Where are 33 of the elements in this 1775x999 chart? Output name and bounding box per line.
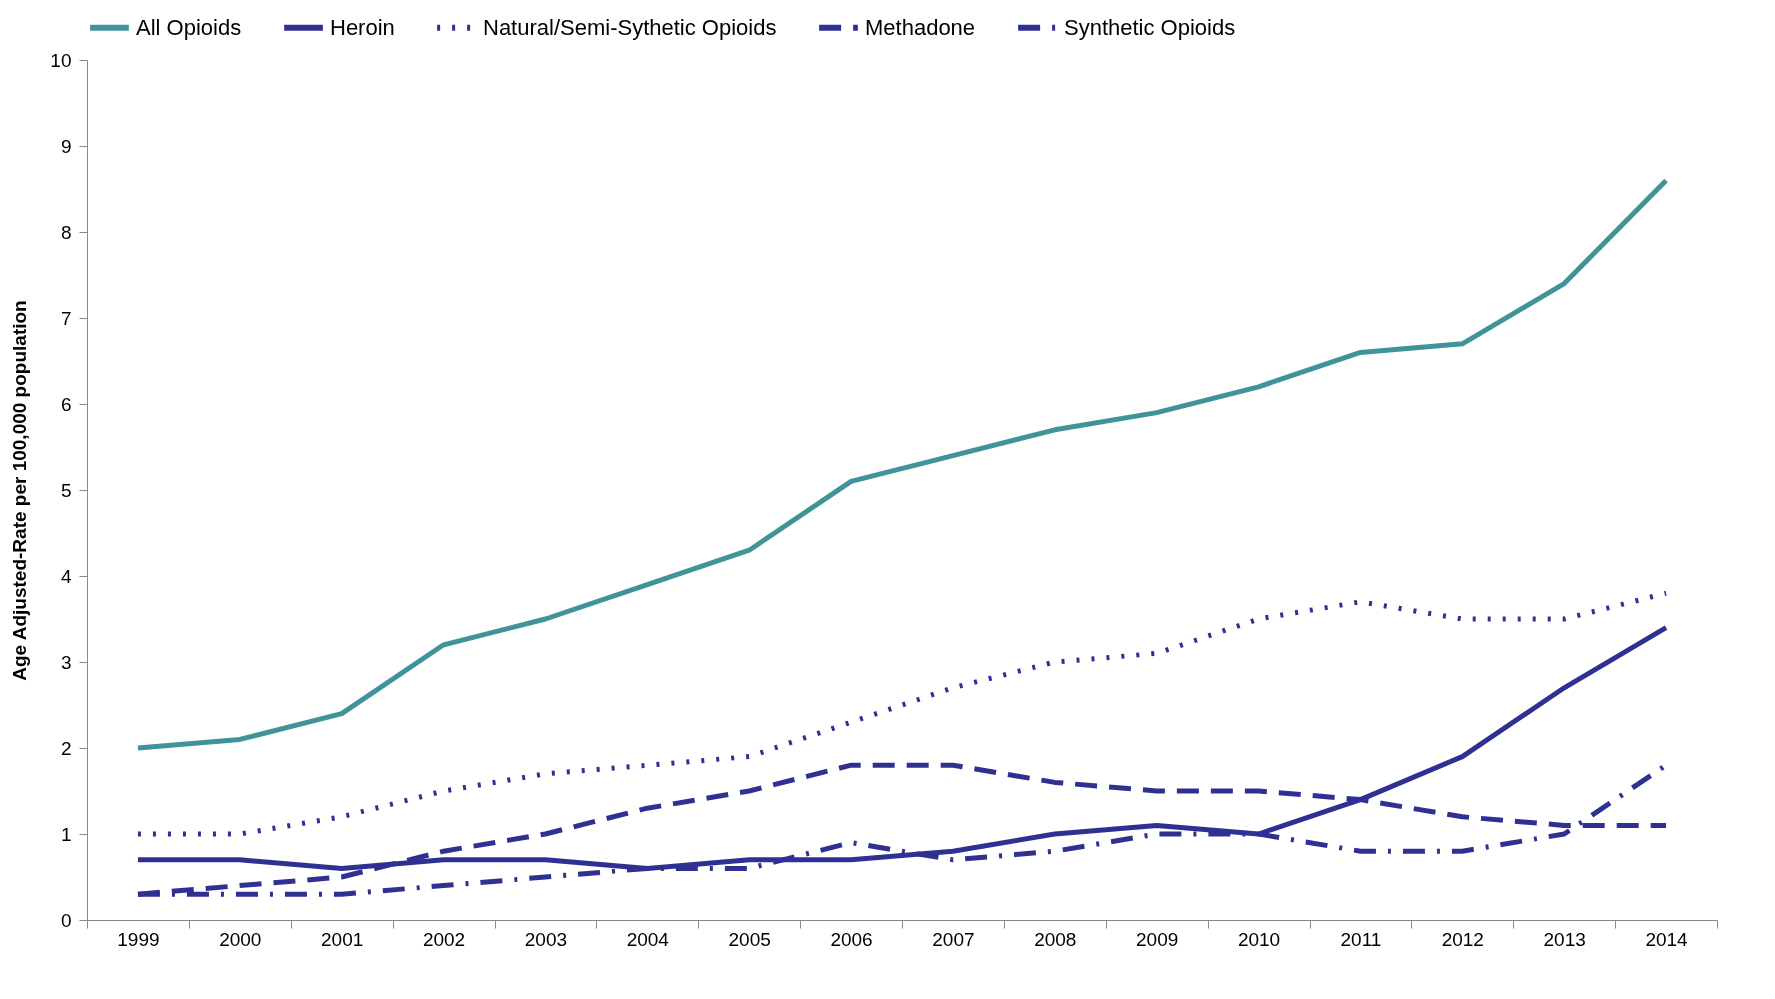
y-tick-label: 10 [50,49,72,71]
y-tick-label: 8 [60,221,72,243]
y-tick-label: 5 [60,479,72,501]
y-tick-label: 7 [60,307,72,329]
x-tick-label: 2011 [1340,928,1382,950]
x-tick-label: 2009 [1136,928,1179,950]
legend-label: Methadone [865,14,976,40]
x-tick-label: 2013 [1543,928,1586,950]
x-tick-label: 2005 [728,928,771,950]
x-tick-label: 2007 [932,928,975,950]
x-tick-label: 2003 [524,928,568,950]
y-tick-label: 6 [60,393,72,415]
legend-label: Synthetic Opioids [1064,14,1236,40]
legend-label: All Opioids [136,14,242,40]
y-tick-label: 1 [60,823,72,845]
y-tick-label: 4 [60,565,72,587]
x-tick-label: 2004 [626,928,670,950]
x-tick-label: 2006 [830,928,873,950]
y-tick-label: 2 [60,737,72,759]
x-tick-label: 2001 [321,928,364,950]
y-tick-label: 3 [60,651,72,673]
x-tick-label: 2000 [219,928,262,950]
x-tick-label: 2008 [1034,928,1077,950]
x-tick-label: 2010 [1237,928,1281,950]
x-tick-label: 2014 [1645,928,1689,950]
x-tick-label: 1999 [117,928,160,950]
legend-label: Natural/Semi-Sythetic Opioids [483,14,777,40]
y-axis-title: Age Adjusted-Rate per 100,000 population [9,300,31,681]
legend-label: Heroin [330,14,395,40]
x-tick-label: 2002 [422,928,466,950]
y-tick-label: 0 [60,909,72,931]
y-tick-label: 9 [60,135,72,157]
x-tick-label: 2012 [1441,928,1484,950]
